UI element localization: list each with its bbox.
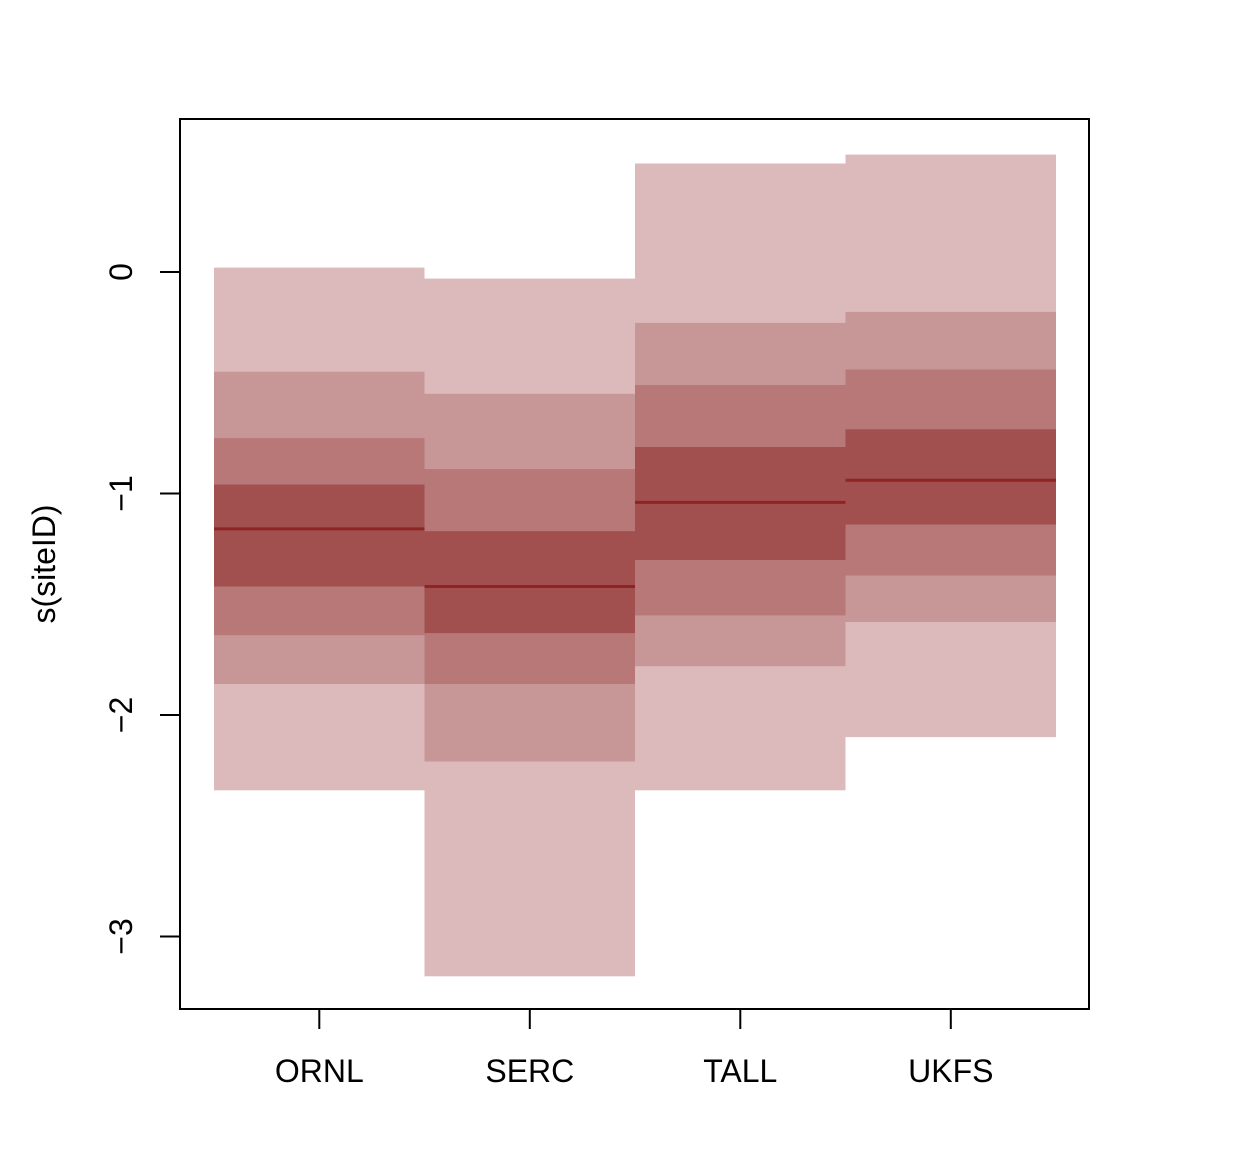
y-tick-label: −1 [103, 475, 139, 511]
x-axis: ORNL SERC TALL UKFS [275, 1009, 993, 1089]
x-tick-label: ORNL [275, 1053, 364, 1089]
bands-layer [214, 154, 1056, 977]
medians-layer [214, 478, 1056, 588]
x-tick-label: TALL [703, 1053, 777, 1089]
x-tick-label: UKFS [908, 1053, 993, 1089]
y-tick-label: 0 [103, 263, 139, 281]
y-axis-title: s(siteID) [26, 504, 62, 623]
plot-frame [179, 118, 1090, 1010]
interval-band [424, 531, 635, 634]
y-axis: 0 −1 −2 −3 [103, 263, 180, 955]
interval-band [845, 429, 1056, 525]
y-tick-label: −2 [103, 697, 139, 733]
x-tick-label: SERC [485, 1053, 574, 1089]
interval-band [214, 484, 425, 587]
y-tick-label: −3 [103, 918, 139, 954]
